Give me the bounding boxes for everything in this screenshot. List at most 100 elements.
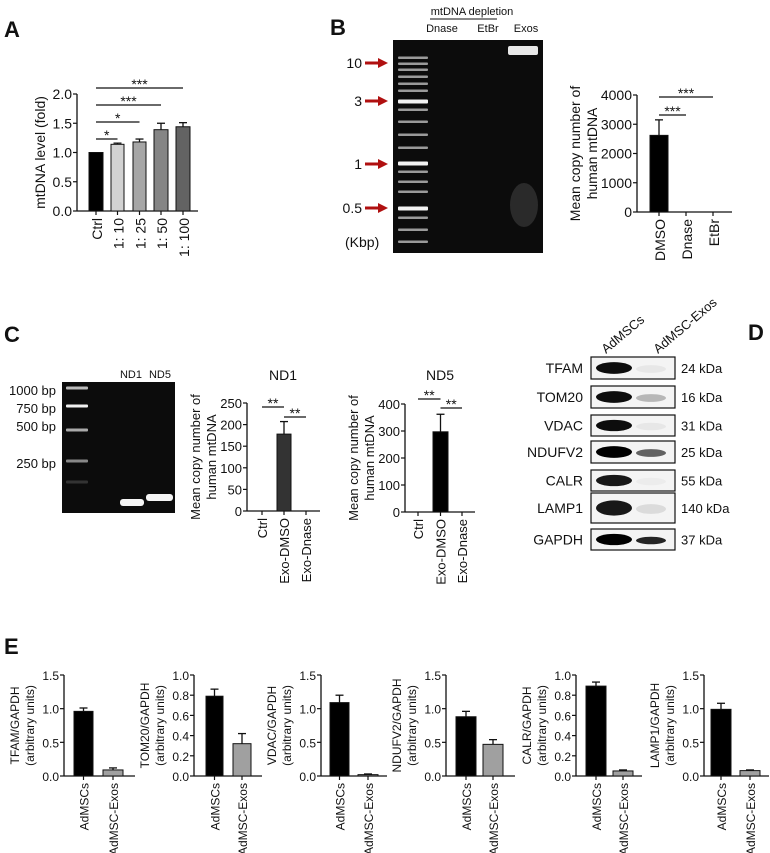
ladder-band	[66, 386, 88, 390]
blot-size-label: 16 kDa	[681, 390, 723, 405]
arrow-head-icon	[378, 203, 388, 213]
chart-a: 0.0 0.5 1.0 1.5 2.0 mtDNA level (fold) Ctrl 1: …	[32, 76, 198, 257]
x-tick-label: 1: 100	[176, 218, 192, 257]
gel-b: mtDNA depletion Dnase EtBr Exos 10 3 1 0…	[343, 6, 543, 253]
y-axis-label: (arbitrary units)	[535, 685, 549, 766]
nd5-band	[146, 494, 173, 501]
marker-label: 1	[354, 156, 362, 172]
x-tick-label: 1: 50	[154, 218, 170, 249]
x-tick-label: AdMSCs	[78, 783, 92, 830]
blot-band	[636, 422, 666, 431]
x-tick-label: AdMSC-Exos	[362, 783, 376, 853]
y-tick-label: 50	[228, 482, 242, 497]
ladder-band	[398, 56, 428, 59]
y-tick-label: 0.0	[299, 770, 316, 784]
y-axis-label: human mtDNA	[204, 414, 219, 500]
bar	[132, 141, 147, 212]
y-axis-label: TFAM/GAPDH	[8, 686, 22, 764]
y-axis-label: human mtDNA	[584, 107, 600, 199]
y-tick-label: 0.0	[172, 770, 189, 784]
bar	[110, 143, 125, 212]
x-tick-label: AdMSC-Exos	[107, 783, 121, 853]
bar	[432, 431, 449, 513]
blot-band	[596, 419, 632, 432]
blot-band	[636, 536, 666, 545]
chart-ndufv2: 0.0 0.5 1.0 1.5 NDUFV2/GAPDH (arbitrary units…	[390, 669, 515, 853]
lane-label: ND1	[120, 369, 142, 381]
chart-tfam: 0.0 0.5 1.0 1.5 TFAM/GAPDH (arbitrary units) A…	[8, 669, 135, 853]
y-axis-label: (arbitrary units)	[663, 685, 677, 766]
ladder-band	[398, 216, 428, 219]
blot-row-label: CALR	[546, 473, 583, 489]
y-tick-label: 0.8	[172, 689, 189, 703]
bar	[232, 743, 252, 777]
lane-label: Exos	[514, 23, 539, 35]
blot-row-label: VDAC	[544, 418, 583, 434]
chart-nd5: 0 100 200 300 400 Mean copy number of human mt…	[346, 367, 475, 585]
y-tick-label: 1.5	[53, 115, 73, 131]
y-axis-label: NDUFV2/GAPDH	[390, 678, 404, 772]
x-tick-label: AdMSC-Exos	[487, 783, 501, 853]
ladder-band	[398, 190, 428, 193]
y-tick-label: 0.2	[554, 750, 571, 764]
blot-band	[636, 449, 666, 457]
ladder-label: 1000 bp	[9, 383, 56, 398]
y-axis-label: TOM20/GAPDH	[138, 683, 152, 769]
significance-label: ***	[664, 103, 681, 119]
blot-row-label: TFAM	[546, 360, 583, 376]
y-tick-label: 1.0	[424, 703, 441, 717]
bar	[357, 774, 379, 777]
exos-smear	[510, 183, 538, 227]
ladder-band	[66, 404, 88, 408]
bar	[102, 769, 124, 777]
significance-label: ***	[120, 93, 137, 109]
ladder-band	[398, 206, 428, 211]
bar	[455, 716, 477, 777]
arrow-head-icon	[378, 58, 388, 68]
arrow-head-icon	[378, 159, 388, 169]
y-tick-label: 0.5	[42, 736, 59, 750]
y-tick-label: 3000	[601, 116, 632, 132]
nd1-band	[120, 499, 144, 506]
y-tick-label: 0.0	[53, 203, 73, 219]
gel-header: mtDNA depletion	[431, 6, 514, 18]
y-tick-label: 2.0	[53, 86, 73, 102]
bar	[329, 702, 350, 777]
y-axis-label: (arbitrary units)	[23, 685, 37, 766]
bar	[612, 770, 634, 777]
y-tick-label: 1.0	[299, 703, 316, 717]
blot-size-label: 55 kDa	[681, 474, 723, 489]
blot-column-label: AdMSC-Exos	[650, 294, 720, 356]
blot-size-label: 25 kDa	[681, 445, 723, 460]
y-tick-label: 0.2	[172, 750, 189, 764]
bar	[649, 134, 669, 213]
panel-label-b: B	[330, 15, 346, 40]
x-tick-label: Exo-Dnase	[299, 518, 314, 582]
bar	[73, 710, 94, 777]
bar	[739, 770, 761, 777]
y-tick-label: 0.6	[172, 709, 189, 723]
y-tick-label: 4000	[601, 87, 632, 103]
x-tick-label: Exo-DMSO	[434, 519, 449, 585]
x-tick-label: 1: 10	[111, 218, 127, 249]
y-tick-label: 200	[220, 418, 242, 433]
y-tick-label: 1.0	[554, 669, 571, 683]
ladder-band	[398, 68, 428, 71]
x-tick-label: AdMSC-Exos	[617, 783, 631, 853]
y-tick-label: 100	[378, 478, 400, 493]
panel-label-a: A	[4, 17, 20, 42]
panel-label-c: C	[4, 322, 20, 347]
arrow-head-icon	[378, 96, 388, 106]
blot-band	[596, 362, 632, 374]
ladder-band	[398, 108, 428, 111]
marker-label: 0.5	[343, 200, 363, 216]
y-tick-label: 1.5	[299, 669, 316, 683]
x-tick-label: AdMSC-Exos	[236, 783, 250, 853]
ladder-band	[398, 240, 428, 243]
ladder-label: 750 bp	[16, 401, 56, 416]
blot-band	[636, 504, 666, 514]
lane-label: ND5	[149, 369, 171, 381]
x-tick-label: AdMSCs	[334, 783, 348, 830]
y-axis-label: Mean copy number of	[346, 395, 361, 521]
ladder-band	[398, 89, 428, 92]
